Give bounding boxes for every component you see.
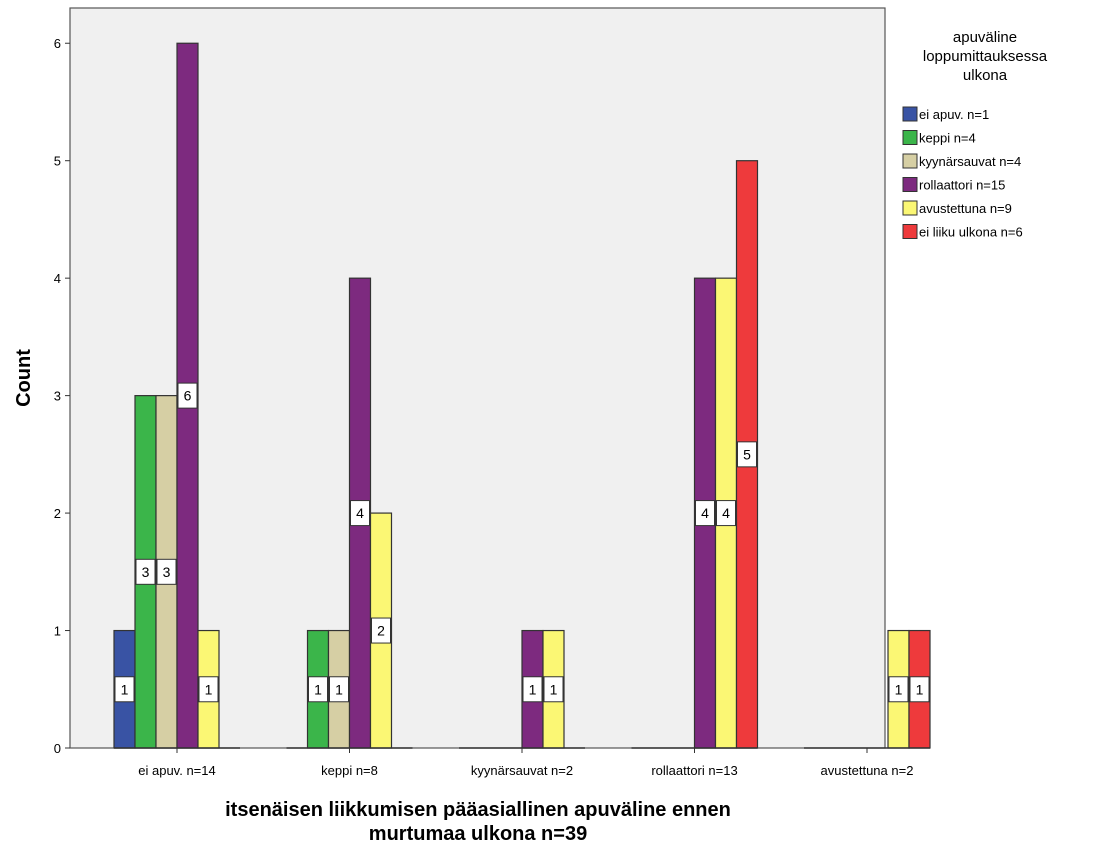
data-label: 1 — [550, 681, 558, 697]
data-label-box — [198, 676, 219, 703]
data-label-box — [371, 617, 391, 644]
data-label: 6 — [184, 388, 192, 404]
legend-swatch — [902, 106, 918, 122]
y-tick-label: 0 — [54, 741, 61, 756]
y-tick-label: 2 — [54, 506, 61, 521]
y-tick-label: 4 — [54, 271, 61, 286]
data-label: 1 — [916, 681, 924, 697]
x-axis-title-line: murtumaa ulkona n=39 — [369, 823, 587, 845]
y-tick-label: 5 — [54, 154, 61, 169]
x-axis-title: itsenäisen liikkumisen pääasiallinen apu… — [225, 799, 731, 845]
legend-entry-label: avustettuna n=9 — [919, 201, 1012, 216]
y-axis-title: Count — [13, 349, 35, 407]
legend-swatch — [902, 130, 918, 145]
x-tick-label: rollaattori n=13 — [651, 763, 737, 778]
legend-swatch — [902, 153, 918, 169]
data-label: 1 — [895, 681, 903, 697]
legend-title-line: apuväline — [953, 29, 1017, 46]
legend: apuväline loppumittauksessa ulkona ei apuv.… — [902, 29, 1048, 240]
data-label: 4 — [722, 505, 730, 521]
x-tick-label: ei apuv. n=14 — [138, 763, 215, 778]
legend-entry-label: ei apuv. n=1 — [919, 107, 989, 122]
legend-entry-label: kyynärsauvat n=4 — [919, 154, 1021, 169]
legend-entry-label: keppi n=4 — [919, 131, 976, 146]
legend-title-line: ulkona — [963, 67, 1008, 84]
y-tick-label: 1 — [54, 624, 61, 639]
legend-swatch — [902, 200, 918, 216]
x-tick-label: avustettuna n=2 — [821, 763, 914, 778]
legend-swatch — [902, 177, 918, 192]
data-label: 1 — [121, 681, 129, 697]
data-label-box — [114, 676, 135, 703]
y-axis: 0 1 2 3 4 5 6 — [54, 36, 70, 756]
data-label: 5 — [743, 446, 751, 462]
legend-entry-label: rollaattori n=15 — [919, 178, 1005, 193]
data-label-box — [695, 500, 715, 527]
data-label: 1 — [335, 681, 343, 697]
data-label-box — [543, 676, 564, 703]
data-label: 1 — [529, 681, 537, 697]
legend-swatch — [902, 224, 918, 239]
data-label-box — [522, 676, 543, 703]
data-label: 1 — [314, 681, 322, 697]
data-label: 3 — [142, 564, 150, 580]
x-axis: ei apuv. n=14 keppi n=8 kyynärsauvat n=2 ro… — [138, 748, 913, 778]
data-label: 1 — [205, 681, 213, 697]
data-label-box — [888, 676, 909, 703]
x-tick-label: kyynärsauvat n=2 — [471, 763, 573, 778]
legend-title-line: loppumittauksessa — [923, 48, 1048, 65]
data-label: 4 — [356, 505, 364, 521]
data-label-box — [177, 382, 198, 409]
y-tick-label: 3 — [54, 389, 61, 404]
data-label-box — [737, 441, 757, 468]
data-label-box — [329, 676, 349, 703]
data-label-box — [135, 558, 156, 585]
data-label: 4 — [701, 505, 709, 521]
data-label: 3 — [163, 564, 171, 580]
data-label-box — [350, 500, 370, 527]
data-label-box — [308, 676, 328, 703]
data-label-box — [156, 558, 177, 585]
data-label: 2 — [377, 623, 385, 639]
legend-entry-label: ei liiku ulkona n=6 — [919, 225, 1023, 240]
data-label-box — [909, 676, 930, 703]
x-tick-label: keppi n=8 — [321, 763, 378, 778]
x-axis-title-line: itsenäisen liikkumisen pääasiallinen apu… — [225, 799, 731, 821]
data-label-box — [716, 500, 736, 527]
y-tick-label: 6 — [54, 36, 61, 51]
